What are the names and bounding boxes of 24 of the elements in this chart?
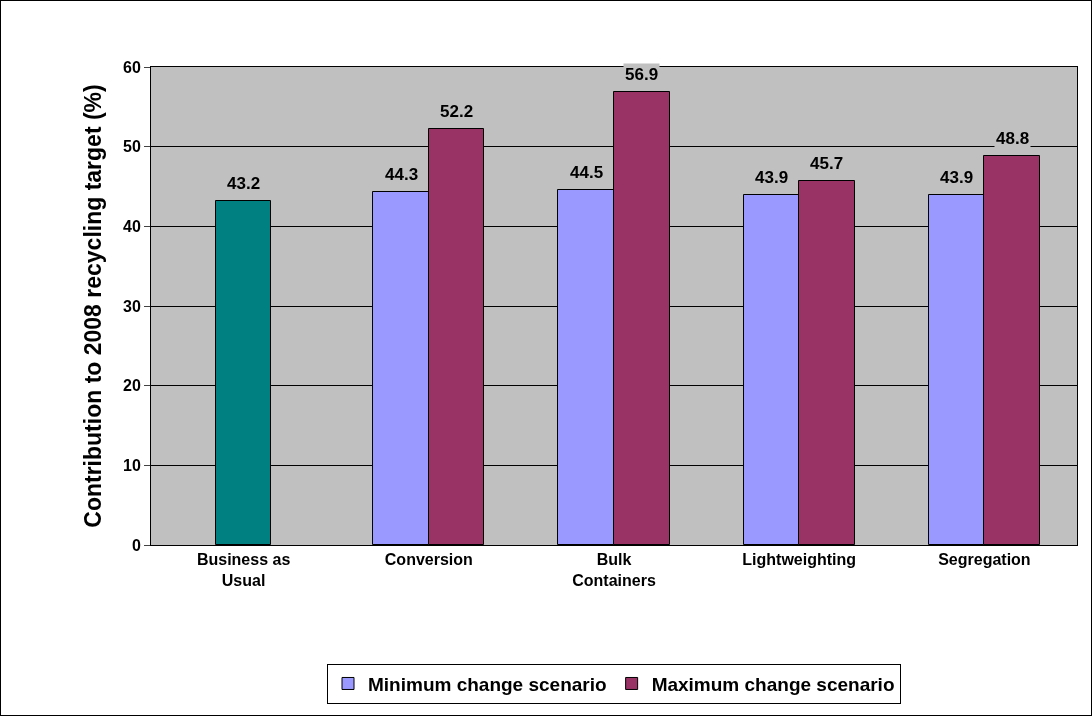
data-label: 43.9 (940, 168, 974, 187)
data-label: 44.3 (385, 165, 419, 184)
y-tick-label: 10 (123, 456, 141, 474)
data-label: 45.7 (810, 154, 844, 173)
y-tick-label: 30 (123, 297, 141, 315)
y-tick-label: 50 (123, 138, 141, 156)
x-tick-label: Conversion (384, 551, 473, 569)
data-label: 44.5 (570, 163, 604, 182)
legend-label: Minimum change scenario (368, 673, 607, 695)
x-tick-label: Segregation (938, 551, 1031, 569)
x-tick-label: Business as Usual (196, 551, 291, 589)
data-label: 48.8 (996, 129, 1030, 148)
x-tick-label: Lightweighting (742, 551, 857, 569)
y-tick-label: 40 (123, 217, 141, 235)
data-label: 56.9 (625, 65, 659, 84)
y-tick-label: 20 (123, 377, 141, 395)
legend-label: Maximum change scenario (651, 673, 895, 695)
data-label: 43.2 (227, 174, 261, 193)
x-tick-label: Bulk Containers (572, 551, 656, 589)
y-tick-label: 0 (131, 536, 141, 554)
data-label: 52.2 (440, 102, 474, 121)
y-tick-label: 60 (123, 58, 141, 76)
y-axis-title: Contribution to 2008 recycling target (%) (80, 84, 107, 528)
data-label: 43.9 (755, 168, 789, 187)
